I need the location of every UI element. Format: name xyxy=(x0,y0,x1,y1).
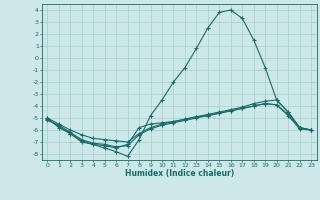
X-axis label: Humidex (Indice chaleur): Humidex (Indice chaleur) xyxy=(124,169,234,178)
